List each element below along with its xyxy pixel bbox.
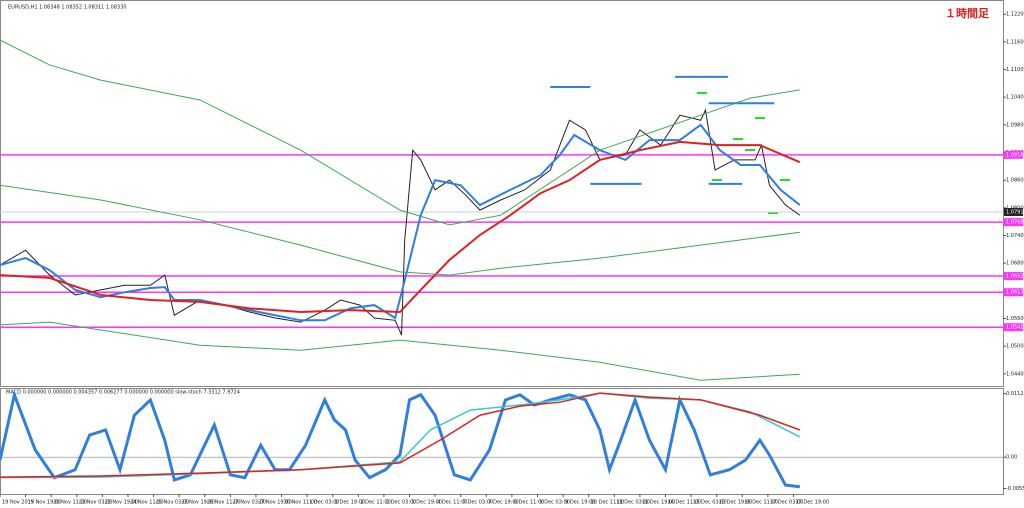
x-tick-label: 30 Nov 11:00 bbox=[284, 500, 318, 506]
x-tick-label: 10 Dec 11:00 bbox=[591, 500, 625, 506]
level-label-bg bbox=[1004, 323, 1023, 332]
x-tick-label: 4 Dec 11:00 bbox=[437, 500, 467, 506]
level-label: 1.05410 bbox=[1006, 325, 1024, 331]
price-label-bg bbox=[1004, 207, 1023, 216]
x-tick-label: 27 Nov 19:00 bbox=[258, 500, 292, 506]
y-tick-label: 1.06800 bbox=[1006, 261, 1024, 267]
level-label-bg bbox=[1004, 272, 1023, 281]
y-tick-label: 1.04400 bbox=[1006, 371, 1024, 377]
green-markers bbox=[697, 92, 790, 214]
x-tick-label: 19 Nov 2015 bbox=[2, 500, 34, 506]
x-tick-label: 17 Dec 03:00 bbox=[770, 500, 804, 506]
x-tick-label: 16 Dec 11:00 bbox=[744, 500, 778, 506]
y-tick-label: 1.09800 bbox=[1006, 122, 1024, 128]
level-label: 1.06520 bbox=[1006, 274, 1024, 280]
x-tick-label: 1 Dec 19:00 bbox=[335, 500, 365, 506]
x-tick-label: 23 Nov 03:00 bbox=[79, 500, 113, 506]
series-line bbox=[0, 392, 801, 478]
series-line bbox=[0, 389, 801, 489]
y-tick-label: 1.11600 bbox=[1006, 39, 1024, 45]
x-tick-label: 7 Dec 03:00 bbox=[463, 500, 493, 506]
x-tick-label: 24 Nov 11:00 bbox=[130, 500, 164, 506]
x-tick-label: 7 Dec 19:00 bbox=[488, 500, 518, 506]
price-label: 1.07910 bbox=[1006, 209, 1024, 215]
x-tick-label: 11 Dec 19:00 bbox=[642, 500, 676, 506]
series-line bbox=[0, 140, 801, 314]
symbol-header: EURUSD,H1 1.08348 1.08352 1.08311 1.0833… bbox=[8, 5, 127, 11]
level-label-bg bbox=[1004, 218, 1023, 227]
y-tick-label: 1.11000 bbox=[1006, 67, 1024, 73]
x-tick-label: 11 Dec 03:00 bbox=[616, 500, 650, 506]
y-tick-label: 1.10400 bbox=[1006, 95, 1024, 101]
x-tick-label: 15 Dec 19:00 bbox=[719, 500, 753, 506]
x-tick-label: 1 Dec 03:00 bbox=[309, 500, 339, 506]
level-label-bg bbox=[1004, 288, 1023, 297]
x-tick-label: 3 Dec 19:00 bbox=[412, 500, 442, 506]
x-tick-label: 9 Dec 03:00 bbox=[539, 500, 569, 506]
x-tick-label: 17 Dec 19:00 bbox=[795, 500, 829, 506]
x-tick-label: 23 Nov 19:00 bbox=[104, 500, 138, 506]
x-tick-label: 14 Dec 11:00 bbox=[667, 500, 701, 506]
x-tick-label: 26 Nov 11:00 bbox=[207, 500, 241, 506]
x-tick-label: 2 Dec 11:00 bbox=[360, 500, 390, 506]
x-tick-label: 27 Nov 03:00 bbox=[232, 500, 266, 506]
x-tick-label: 3 Dec 03:00 bbox=[386, 500, 416, 506]
series-line bbox=[0, 123, 801, 322]
y-tick-label: 1.05000 bbox=[1006, 344, 1024, 350]
timeframe-title: １時間足 bbox=[945, 6, 990, 20]
x-tick-label: 15 Dec 03:00 bbox=[693, 500, 727, 506]
x-tick-label: 25 Nov 03:00 bbox=[156, 500, 190, 506]
y-tick-label: 1.05600 bbox=[1006, 316, 1024, 322]
y-tick-label: 1.07400 bbox=[1006, 233, 1024, 239]
x-tick-label: 20 Nov 11:00 bbox=[53, 500, 87, 506]
x-tick-label: 9 Dec 19:00 bbox=[565, 500, 595, 506]
y-tick-label: -0.005512 bbox=[1006, 486, 1024, 492]
level-label: 1.06170 bbox=[1006, 290, 1024, 296]
series-line bbox=[0, 321, 800, 381]
x-tick-label: 8 Dec 11:00 bbox=[514, 500, 544, 506]
indicator-header: MACD 0.000000 0.000000 0.004357 0.006277… bbox=[6, 390, 240, 396]
series-line bbox=[0, 184, 800, 276]
x-tick-label: 19 Nov 19:00 bbox=[28, 500, 62, 506]
series-line bbox=[0, 39, 800, 226]
x-tick-label: 25 Nov 19:00 bbox=[181, 500, 215, 506]
y-tick-label: 0.011233 bbox=[1006, 391, 1024, 397]
level-label-bg bbox=[1004, 150, 1023, 159]
y-tick-label: 0.00 bbox=[1006, 455, 1017, 461]
level-label: 1.07690 bbox=[1006, 220, 1024, 226]
y-tick-label: 1.08600 bbox=[1006, 178, 1024, 184]
level-label: 1.09150 bbox=[1006, 152, 1024, 158]
